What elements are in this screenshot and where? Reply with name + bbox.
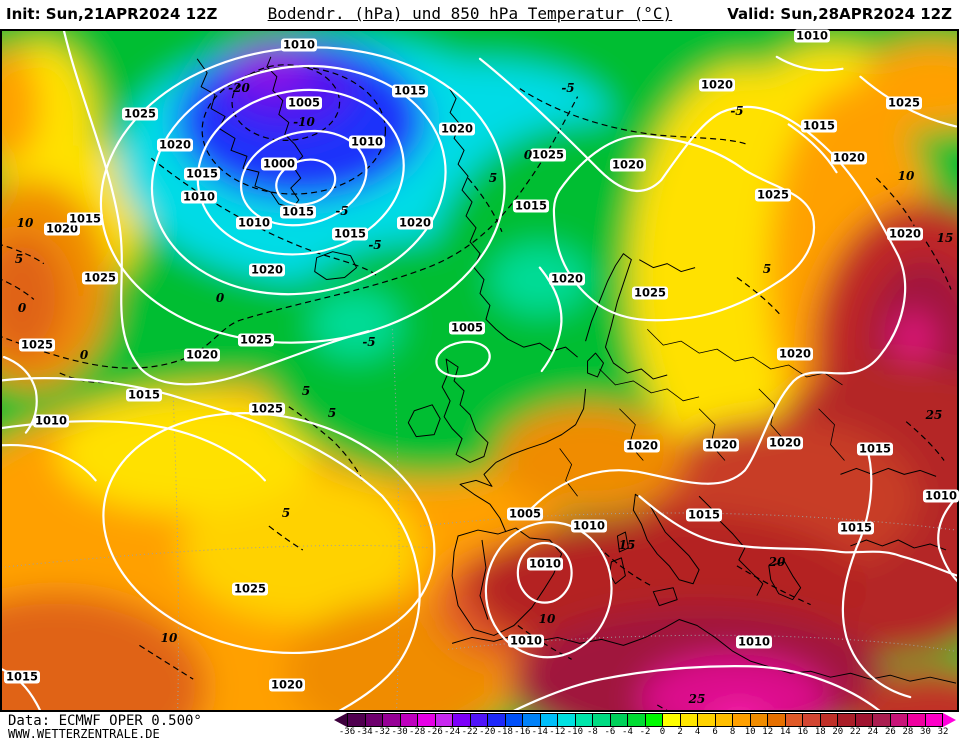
- colorbar-segment: [348, 714, 365, 726]
- colorbar-tick: -4: [622, 727, 633, 737]
- colorbar-segment: [767, 714, 785, 726]
- colorbar-segment: [644, 714, 662, 726]
- colorbar-tick: -34: [356, 727, 373, 737]
- colorbar-tick: 26: [884, 727, 896, 737]
- colorbar-segment: [679, 714, 697, 726]
- footer: Data: ECMWF OPER 0.500° WWW.WETTERZENTRA…: [0, 712, 959, 741]
- colorbar-segment: [522, 714, 540, 726]
- colorbar-tick: 8: [729, 727, 736, 737]
- colorbar-tick: 20: [832, 727, 844, 737]
- colorbar-tick: -10: [566, 727, 584, 737]
- colorbar-segment: [364, 714, 382, 726]
- colorbar-right-arrow: [943, 713, 956, 727]
- data-source: Data: ECMWF OPER 0.500°: [8, 713, 202, 729]
- map-area: 1010 1025 1020 1015 1010 1005 1000 1010 1015 1020…: [0, 29, 959, 712]
- graticule-lines: [2, 329, 957, 710]
- colorbar-segment: [714, 714, 732, 726]
- colorbar-segment: [819, 714, 837, 726]
- colorbar-segment: [487, 714, 505, 726]
- weather-map-graphic: [2, 31, 957, 710]
- colorbar-tick: -22: [461, 727, 478, 737]
- colorbar-tick: 6: [712, 727, 718, 737]
- colorbar-tick: 0: [659, 727, 666, 737]
- temperature-field: [2, 31, 957, 710]
- colorbar-tick: 30: [920, 727, 931, 737]
- colorbar-tick: 2: [677, 727, 683, 737]
- colorbar-tick: -24: [444, 727, 461, 737]
- colorbar-segment: [732, 714, 750, 726]
- colorbar-row: [334, 713, 956, 727]
- colorbar-segment: [382, 714, 400, 726]
- colorbar-tick: -6: [604, 727, 616, 737]
- colorbar-tick: -20: [479, 727, 496, 737]
- colorbar-tick: 10: [744, 727, 756, 737]
- colorbar-tick: 28: [902, 727, 914, 737]
- colorbar-tick: -14: [531, 727, 548, 737]
- colorbar: -36 -34 -32 -30 -28 -26 -24 -22 -20 -18 -16 -14 -12-…: [334, 713, 956, 740]
- colorbar-tick: -8: [586, 727, 598, 737]
- colorbar-tick: -36: [338, 727, 356, 737]
- colorbar-segment: [627, 714, 645, 726]
- colorbar-segment: [574, 714, 592, 726]
- colorbar-segment: [399, 714, 417, 726]
- colorbar-segment: [907, 714, 925, 726]
- colorbar-tick: -2: [639, 727, 651, 737]
- colorbar-tick: 12: [762, 727, 774, 737]
- temperature-contours: [2, 64, 952, 710]
- colorbar-segment: [697, 714, 715, 726]
- colorbar-tick: 32: [937, 727, 949, 737]
- colorbar-tick: -18: [496, 727, 513, 737]
- colorbar-tick: -26: [426, 727, 443, 737]
- colorbar-tick: 24: [867, 727, 879, 737]
- colorbar-segment: [434, 714, 452, 726]
- colorbar-segment: [504, 714, 522, 726]
- colorbar-tick: 4: [694, 727, 701, 737]
- colorbar-left-arrow: [334, 713, 347, 727]
- colorbar-segment: [539, 714, 557, 726]
- colorbar-segment: [854, 714, 872, 726]
- colorbar-tick: 22: [849, 727, 861, 737]
- colorbar-tick: -16: [514, 727, 531, 737]
- colorbar-segment: [784, 714, 802, 726]
- colorbar-segment: [924, 714, 942, 726]
- colorbar-segment: [452, 714, 470, 726]
- colorbar-segment: [837, 714, 855, 726]
- colorbar-tick: 14: [779, 727, 791, 737]
- colorbar-segment: [662, 714, 680, 726]
- colorbar-segment: [802, 714, 820, 726]
- colorbar-segment: [609, 714, 627, 726]
- colorbar-tick: -32: [373, 727, 391, 737]
- colorbar-tick: -12: [549, 727, 566, 737]
- colorbar-segment: [417, 714, 435, 726]
- colorbar-segment: [557, 714, 575, 726]
- map-title: Bodendr. (hPa) und 850 hPa Temperatur (°…: [267, 4, 673, 23]
- colorbar-tick: -28: [408, 727, 426, 737]
- valid-label: Valid: Sun,28APR2024 12Z: [727, 5, 952, 23]
- header: Init: Sun,21APR2024 12Z Bodendr. (hPa) u…: [0, 0, 959, 29]
- colorbar-tick: 16: [797, 727, 809, 737]
- colorbar-tick: -30: [391, 727, 408, 737]
- colorbar-segment: [592, 714, 610, 726]
- colorbar-ticks: -36 -34 -32 -30 -28 -26 -24 -22 -20 -18 -16 -14 -12-…: [334, 727, 956, 739]
- colorbar-segment: [469, 714, 487, 726]
- colorbar-segment: [749, 714, 767, 726]
- colorbar-tick: 18: [814, 727, 826, 737]
- colorbar-segment: [872, 714, 890, 726]
- colorbar-segment: [889, 714, 907, 726]
- website-link[interactable]: WWW.WETTERZENTRALE.DE: [8, 727, 160, 741]
- init-label: Init: Sun,21APR2024 12Z: [6, 5, 218, 23]
- colorbar-segments: [347, 713, 943, 727]
